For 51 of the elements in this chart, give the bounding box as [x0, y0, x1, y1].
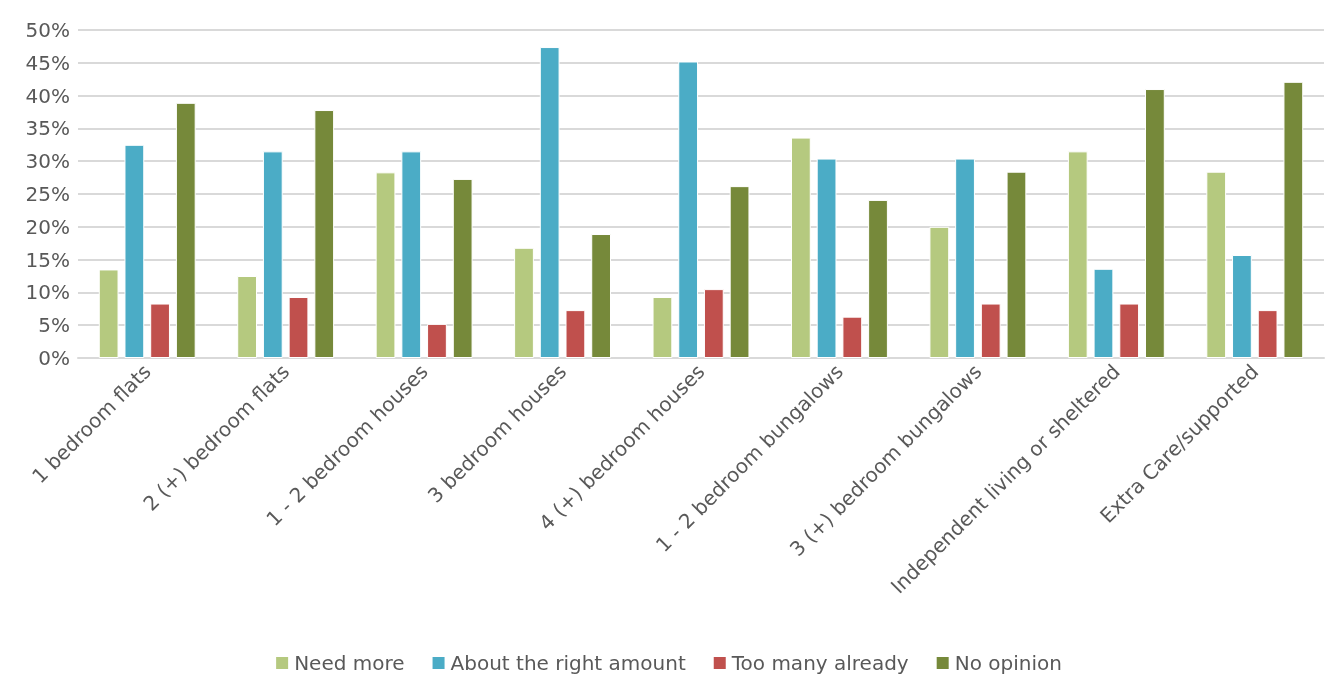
bar [1283, 81, 1304, 358]
bar [124, 144, 145, 358]
y-tick-label: 35% [25, 116, 70, 141]
legend-label: Too many already [730, 651, 909, 675]
legend-label: No opinion [954, 651, 1062, 675]
y-tick-label: 10% [25, 280, 70, 305]
bar [175, 102, 196, 358]
bar [514, 247, 534, 358]
legend-label: Need more [294, 651, 405, 675]
bar [955, 158, 975, 358]
y-tick-label: 45% [25, 50, 70, 75]
bar [1093, 268, 1114, 358]
y-tick-label: 5% [38, 313, 70, 338]
bar [262, 151, 283, 358]
bar [1206, 171, 1227, 358]
bar [452, 178, 473, 358]
bar [539, 47, 560, 358]
bar [816, 158, 837, 358]
bar [842, 316, 863, 358]
bar [288, 296, 309, 358]
bar [868, 199, 888, 358]
bar [929, 226, 950, 358]
y-tick-label: 40% [25, 83, 70, 108]
bar [98, 269, 119, 358]
bar [314, 110, 335, 358]
y-tick-label: 30% [25, 149, 70, 174]
bar [237, 276, 257, 358]
bar [729, 186, 750, 358]
bar [375, 172, 396, 358]
y-tick-label: 15% [25, 247, 70, 272]
bar [703, 289, 724, 358]
bar [1145, 89, 1165, 358]
bar [652, 296, 673, 358]
bar [427, 323, 447, 358]
bar [150, 303, 170, 358]
bar [591, 234, 612, 358]
bar [1257, 310, 1278, 358]
bar [790, 137, 811, 358]
y-tick-label: 0% [38, 346, 70, 370]
bar [980, 303, 1001, 358]
bar [1006, 171, 1027, 358]
y-tick-label: 20% [25, 214, 70, 239]
y-tick-label: 25% [25, 182, 70, 206]
legend-label: About the right amount [450, 651, 686, 675]
bar [565, 310, 586, 358]
bar [1067, 151, 1088, 358]
y-tick-label: 50% [25, 18, 70, 42]
bar [1232, 255, 1252, 358]
bar [678, 61, 699, 358]
bar [1119, 303, 1140, 358]
bar [401, 151, 422, 358]
